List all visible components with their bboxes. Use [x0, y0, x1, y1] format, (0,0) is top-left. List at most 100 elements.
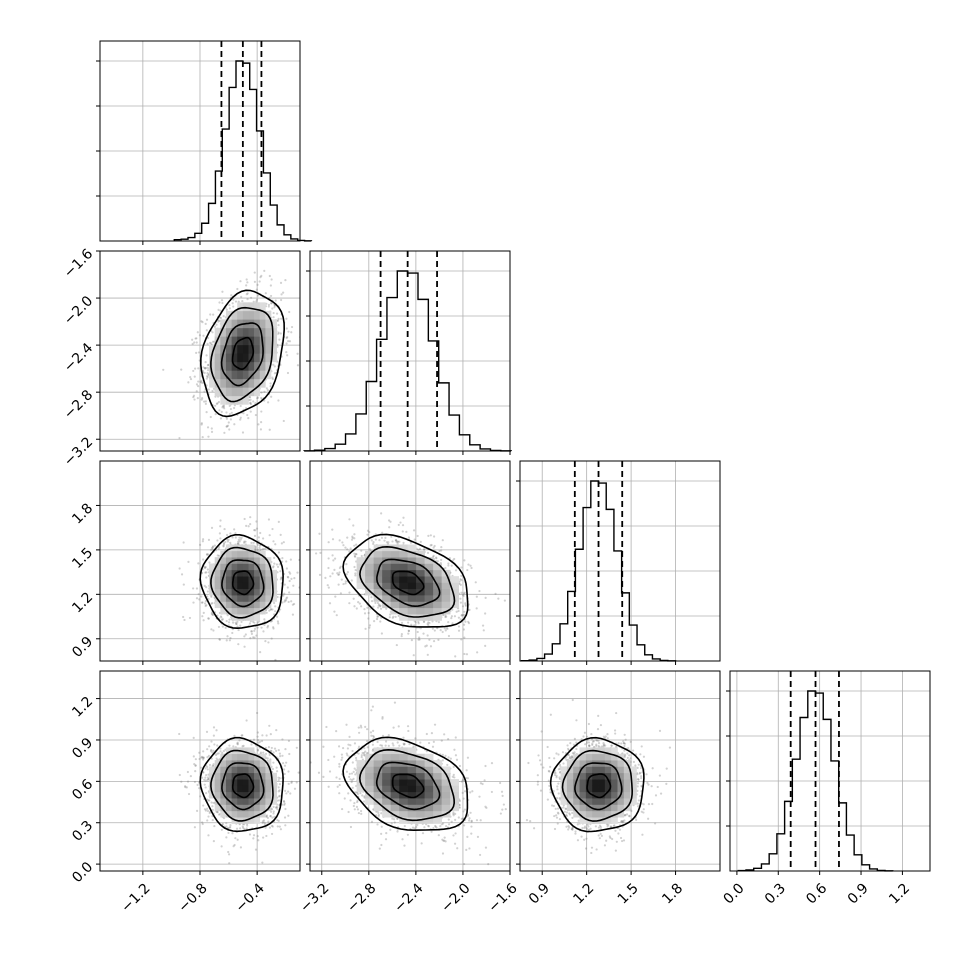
density-cell — [407, 544, 417, 552]
scatter-point — [417, 548, 420, 551]
scatter-point — [474, 581, 477, 584]
density-cell — [424, 557, 434, 564]
scatter-point — [457, 609, 460, 613]
scatter-point — [210, 547, 214, 550]
scatter-point — [280, 542, 283, 545]
density-cell — [390, 550, 400, 558]
scatter-point — [206, 426, 210, 429]
scatter-point — [254, 547, 257, 550]
scatter-point — [210, 628, 213, 631]
scatter-point — [255, 300, 258, 303]
scatter-point — [204, 322, 207, 325]
density-cell — [259, 370, 266, 380]
density-cell — [220, 563, 227, 571]
scatter-point — [481, 624, 485, 627]
scatter-point — [225, 533, 229, 537]
scatter-point — [465, 653, 469, 656]
scatter-point — [200, 601, 204, 604]
scatter-point — [248, 396, 252, 399]
scatter-point — [192, 601, 195, 604]
scatter-point — [237, 643, 240, 646]
density-cell — [248, 582, 255, 590]
density-cell — [231, 319, 238, 329]
density-cell — [242, 353, 249, 363]
scatter-point — [416, 534, 419, 538]
scatter-point — [459, 618, 462, 621]
scatter-point — [217, 400, 221, 404]
scatter-point — [266, 624, 270, 628]
scatter-point — [217, 547, 220, 551]
density-cell — [220, 319, 227, 329]
scatter-point — [422, 632, 425, 635]
scatter-point — [239, 538, 242, 541]
density-cell — [254, 378, 261, 388]
density-cell — [242, 370, 249, 380]
density-cell — [254, 302, 261, 312]
scatter-point — [268, 609, 271, 612]
scatter-point — [267, 641, 270, 644]
density-cell — [424, 563, 434, 571]
scatter-point — [238, 536, 241, 539]
scatter-point — [331, 528, 334, 531]
scatter-point — [207, 553, 210, 556]
scatter-point — [385, 541, 389, 544]
scatter-point — [267, 303, 271, 306]
scatter-point — [460, 614, 463, 617]
scatter-point — [203, 566, 206, 569]
scatter-point — [363, 612, 367, 615]
scatter-point — [234, 300, 238, 303]
scatter-point — [234, 536, 237, 539]
scatter-point — [288, 310, 291, 314]
scatter-point — [451, 622, 454, 625]
scatter-point — [272, 316, 275, 319]
scatter-point — [192, 396, 195, 399]
scatter-point — [268, 274, 271, 278]
scatter-point — [240, 536, 243, 539]
density-cell — [214, 387, 221, 397]
scatter-point — [202, 366, 205, 369]
density-cell — [265, 319, 272, 329]
scatter-point — [397, 523, 400, 527]
scatter-point — [293, 577, 296, 580]
scatter-point — [412, 529, 416, 532]
scatter-point — [194, 337, 197, 340]
scatter-point — [207, 388, 210, 391]
density-cell — [248, 569, 255, 577]
density-cell — [382, 569, 391, 577]
scatter-point — [464, 604, 468, 607]
scatter-point — [205, 354, 208, 357]
scatter-point — [219, 537, 222, 540]
density-cell — [231, 588, 238, 596]
scatter-point — [264, 292, 267, 295]
scatter-point — [425, 644, 428, 647]
scatter-point — [378, 603, 381, 606]
scatter-point — [234, 621, 237, 624]
density-cell — [248, 588, 255, 596]
scatter-point — [214, 404, 217, 407]
scatter-point — [205, 377, 208, 380]
scatter-point — [280, 576, 283, 579]
scatter-point — [275, 563, 279, 566]
scatter-point — [232, 305, 235, 308]
scatter-point — [260, 421, 263, 424]
scatter-point — [290, 600, 293, 603]
scatter-point — [204, 571, 207, 574]
scatter-point — [368, 530, 371, 534]
scatter-point — [334, 595, 337, 598]
scatter-point — [279, 281, 283, 284]
density-cell — [265, 353, 272, 363]
scatter-point — [460, 579, 463, 582]
density-cell — [259, 557, 266, 564]
scatter-point — [188, 616, 192, 620]
scatter-point — [253, 629, 256, 632]
scatter-point — [318, 573, 322, 576]
scatter-point — [239, 624, 242, 627]
scatter-point — [253, 534, 257, 537]
density-cell — [407, 607, 417, 615]
scatter-point — [227, 621, 231, 624]
scatter-point — [243, 635, 246, 638]
density-cell — [416, 550, 425, 558]
scatter-point — [243, 540, 246, 543]
scatter-point — [266, 389, 269, 392]
density-cell — [424, 614, 434, 621]
